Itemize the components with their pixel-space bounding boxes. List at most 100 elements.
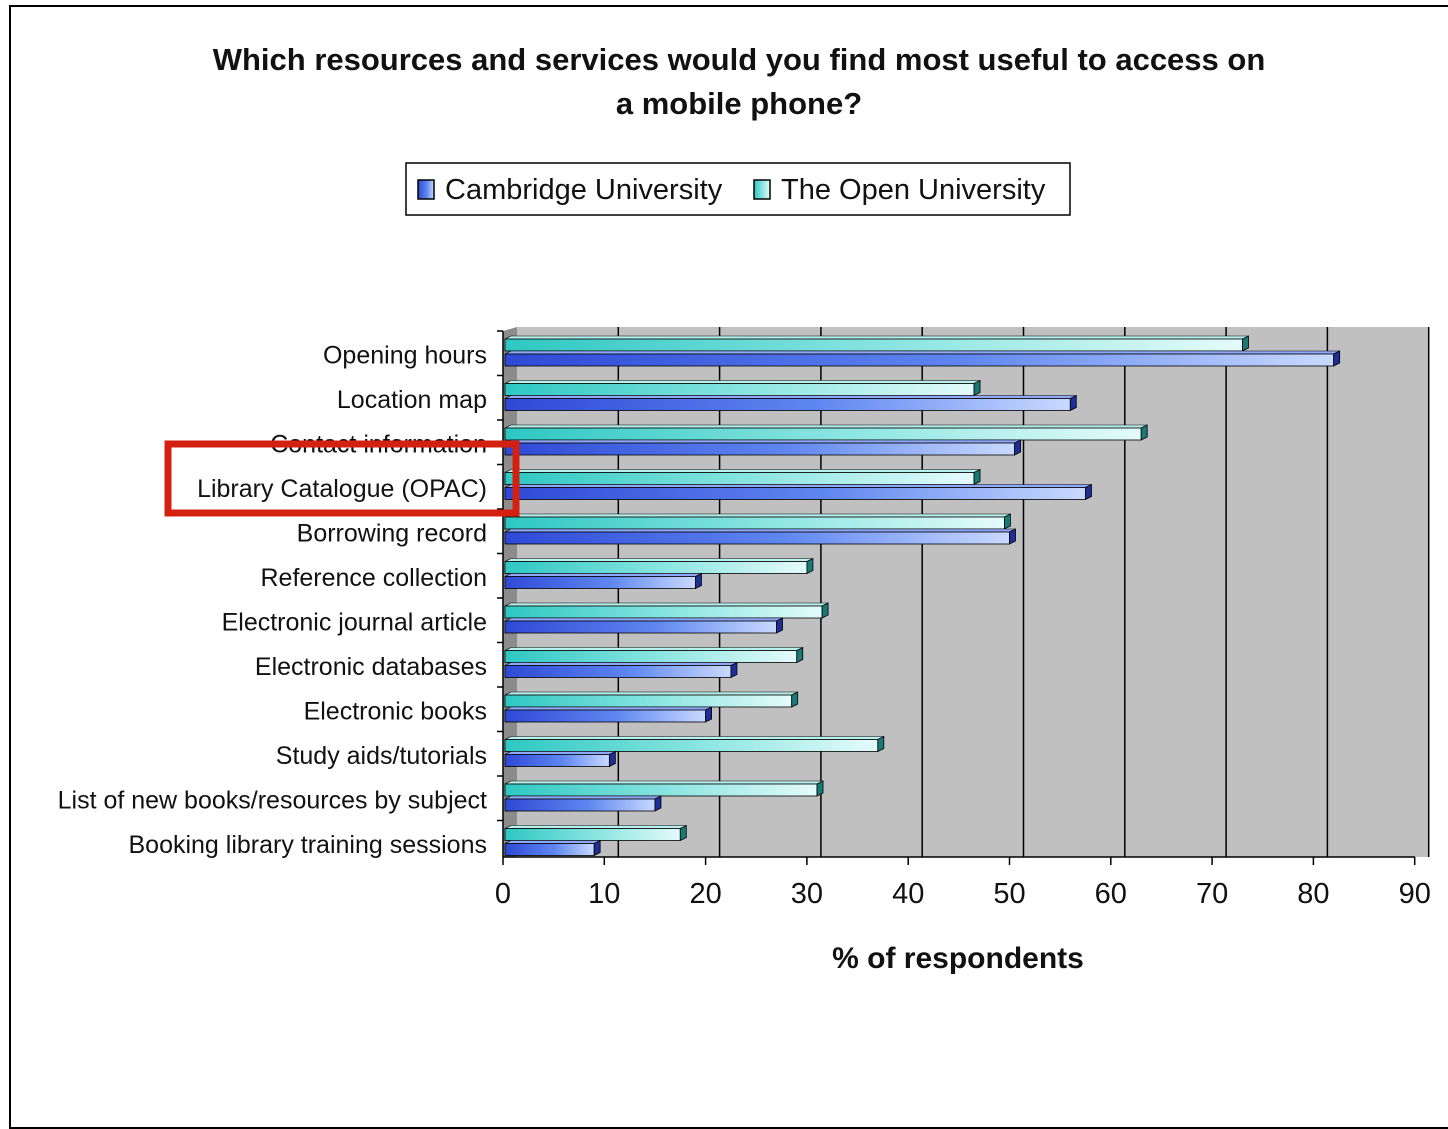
- bar-top-cambridge: [504, 751, 616, 755]
- legend-box: [405, 162, 1071, 216]
- bar-end-cambridge: [705, 706, 712, 723]
- legend: Cambridge University The Open University: [405, 162, 1071, 216]
- bar-open-university: [504, 472, 975, 485]
- bar-open-university: [504, 561, 808, 574]
- category-label: Booking library training sessions: [128, 831, 487, 859]
- bar-cambridge: [504, 487, 1086, 500]
- bar-end-cambridge: [1085, 483, 1092, 501]
- bar-cambridge: [504, 754, 610, 767]
- bar-cambridge: [504, 442, 1015, 456]
- bar-cambridge: [504, 843, 595, 856]
- category-label: Library Catalogue (OPAC): [197, 475, 487, 503]
- bar-top-cambridge: [504, 484, 1092, 488]
- bar-end-open-university: [679, 824, 687, 842]
- category-label: Opening hours: [323, 341, 487, 369]
- category-label: Electronic databases: [255, 653, 487, 681]
- bar-end-open-university: [821, 602, 829, 619]
- x-axis-title: % of respondents: [832, 942, 1084, 975]
- bar-open-university: [504, 783, 818, 797]
- chart-title-line-2: a mobile phone?: [616, 86, 862, 121]
- bar-end-open-university: [973, 468, 981, 486]
- legend-swatch-open-university: [753, 179, 771, 200]
- bar-top-cambridge: [504, 662, 738, 666]
- grid-lines: [617, 327, 1430, 857]
- bar-end-open-university: [1242, 335, 1249, 352]
- highlight-box: [164, 440, 520, 517]
- category-label: Study aids/tutorials: [276, 742, 487, 770]
- bar-top-cambridge: [504, 573, 702, 577]
- category-label: List of new books/resources by subject: [58, 786, 487, 814]
- category-label: Electronic books: [304, 697, 487, 725]
- bar-end-open-university: [877, 735, 885, 753]
- legend-label-open-university: The Open University: [781, 174, 1046, 206]
- x-tick-label-50: 50: [993, 878, 1025, 910]
- bar-top-open-university: [504, 602, 829, 607]
- bar-end-cambridge: [1014, 439, 1021, 456]
- bar-top-open-university: [504, 647, 803, 651]
- bar-top-open-university: [504, 380, 981, 384]
- bar-end-cambridge: [608, 750, 616, 768]
- bar-top-cambridge: [504, 528, 1016, 533]
- bar-top-cambridge: [504, 395, 1077, 399]
- bar-end-cambridge: [776, 617, 783, 634]
- chart-page: Which resources and services would you f…: [9, 5, 1448, 1129]
- bar-open-university: [504, 650, 798, 663]
- bar-cambridge: [504, 531, 1010, 545]
- x-tick-label-30: 30: [791, 878, 823, 910]
- bar-open-university: [504, 338, 1243, 352]
- bar-open-university: [504, 383, 975, 396]
- bars: [504, 335, 1341, 857]
- bar-cambridge: [504, 353, 1335, 367]
- bar-top-open-university: [504, 424, 1148, 429]
- bar-end-open-university: [791, 691, 799, 708]
- bar-top-cambridge: [504, 439, 1021, 444]
- bar-top-open-university: [504, 691, 798, 696]
- category-label: Electronic journal article: [222, 608, 487, 636]
- legend-label-cambridge: Cambridge University: [445, 174, 723, 206]
- bar-open-university: [504, 739, 879, 752]
- x-tick-label-10: 10: [588, 878, 620, 910]
- x-tick-label-90: 90: [1399, 878, 1431, 910]
- chart: Which resources and services would you f…: [58, 42, 1431, 975]
- category-label: Reference collection: [260, 564, 487, 592]
- x-tick-label-70: 70: [1196, 878, 1228, 910]
- category-label: Borrowing record: [297, 519, 487, 547]
- bar-cambridge: [504, 398, 1071, 411]
- x-tick-label-40: 40: [892, 878, 924, 910]
- bar-open-university: [504, 828, 681, 841]
- x-tick-label-80: 80: [1297, 878, 1329, 910]
- bar-top-cambridge: [504, 795, 662, 800]
- bar-cambridge: [504, 798, 656, 812]
- bar-end-cambridge: [1009, 528, 1016, 545]
- bar-end-cambridge: [654, 795, 662, 812]
- bar-top-open-university: [504, 780, 824, 785]
- bar-top-open-university: [504, 469, 981, 473]
- bar-end-open-university: [1140, 424, 1148, 441]
- bar-cambridge: [504, 576, 696, 589]
- bar-cambridge: [504, 620, 777, 634]
- legend-swatch-cambridge: [417, 179, 435, 200]
- bar-top-cambridge: [504, 840, 601, 844]
- bar-open-university: [504, 516, 1005, 530]
- bar-end-cambridge: [695, 572, 702, 590]
- bar-end-cambridge: [593, 839, 601, 857]
- category-label: Location map: [337, 386, 487, 414]
- bar-end-cambridge: [1333, 350, 1341, 367]
- y-axis-ticks: [497, 330, 503, 822]
- bar-end-open-university: [816, 780, 824, 797]
- x-tick-labels: 0 10 20 30 40 50 60 70 80 90: [495, 878, 1431, 910]
- bar-end-cambridge: [730, 661, 738, 679]
- bar-end-open-university: [973, 379, 981, 397]
- plot-background: [517, 327, 1429, 857]
- bar-cambridge: [504, 665, 732, 678]
- chart-title-line-1: Which resources and services would you f…: [213, 42, 1266, 77]
- bar-top-cambridge: [504, 706, 712, 711]
- bar-top-cambridge: [504, 350, 1340, 355]
- bar-top-open-university: [504, 736, 884, 740]
- bar-end-open-university: [806, 557, 814, 575]
- bar-top-open-university: [504, 335, 1249, 340]
- bar-end-open-university: [1004, 513, 1011, 530]
- bar-end-cambridge: [1069, 394, 1077, 412]
